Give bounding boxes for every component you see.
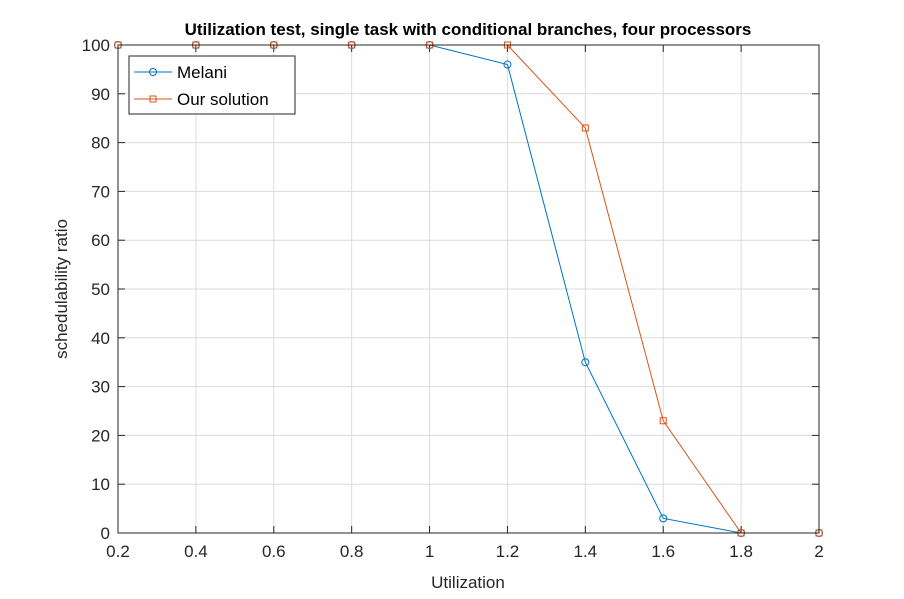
x-tick-label: 0.6 [262, 542, 286, 561]
x-tick-label: 1.6 [651, 542, 675, 561]
x-tick-label: 1 [425, 542, 434, 561]
circle-marker [149, 68, 157, 76]
legend-entry: Our solution [134, 90, 269, 109]
legend: Melani Our solution [128, 55, 296, 115]
x-tick-label: 1.2 [496, 542, 520, 561]
y-tick-label: 0 [101, 524, 110, 543]
y-tick-label: 90 [91, 85, 110, 104]
circle-marker [659, 514, 668, 523]
legend-label: Our solution [177, 90, 269, 109]
y-tick-label: 30 [91, 378, 110, 397]
x-tick-label: 2 [814, 542, 823, 561]
x-tick-label: 0.2 [106, 542, 130, 561]
x-tick-label: 1.4 [574, 542, 598, 561]
y-tick-label: 100 [82, 36, 110, 55]
x-tick-label: 0.8 [340, 542, 364, 561]
y-tick-label: 40 [91, 329, 110, 348]
grid [117, 44, 820, 534]
y-tick-label: 10 [91, 475, 110, 494]
circle-marker [503, 60, 512, 69]
y-tick-label: 50 [91, 280, 110, 299]
legend-box [128, 55, 296, 115]
square-marker [659, 417, 667, 425]
chart-title: Utilization test, single task with condi… [185, 20, 752, 39]
circle-marker [581, 358, 590, 367]
x-tick-label: 0.4 [184, 542, 208, 561]
y-tick-label: 60 [91, 231, 110, 250]
legend-entry: Melani [134, 63, 227, 82]
y-tick-label: 20 [91, 426, 110, 445]
y-tick-label: 70 [91, 182, 110, 201]
legend-label: Melani [177, 63, 227, 82]
y-axis-label: schedulability ratio [52, 219, 71, 359]
plot-frame [117, 44, 820, 534]
y-tick-label: 80 [91, 134, 110, 153]
x-tick-label: 1.8 [729, 542, 753, 561]
x-axis-label: Utilization [431, 573, 505, 592]
square-marker [581, 124, 589, 132]
square-marker [149, 95, 157, 103]
tick-labels: 0.2 0.4 0.6 0.8 1 1.2 1.4 1.6 1.8 201020304050607… [82, 36, 824, 561]
